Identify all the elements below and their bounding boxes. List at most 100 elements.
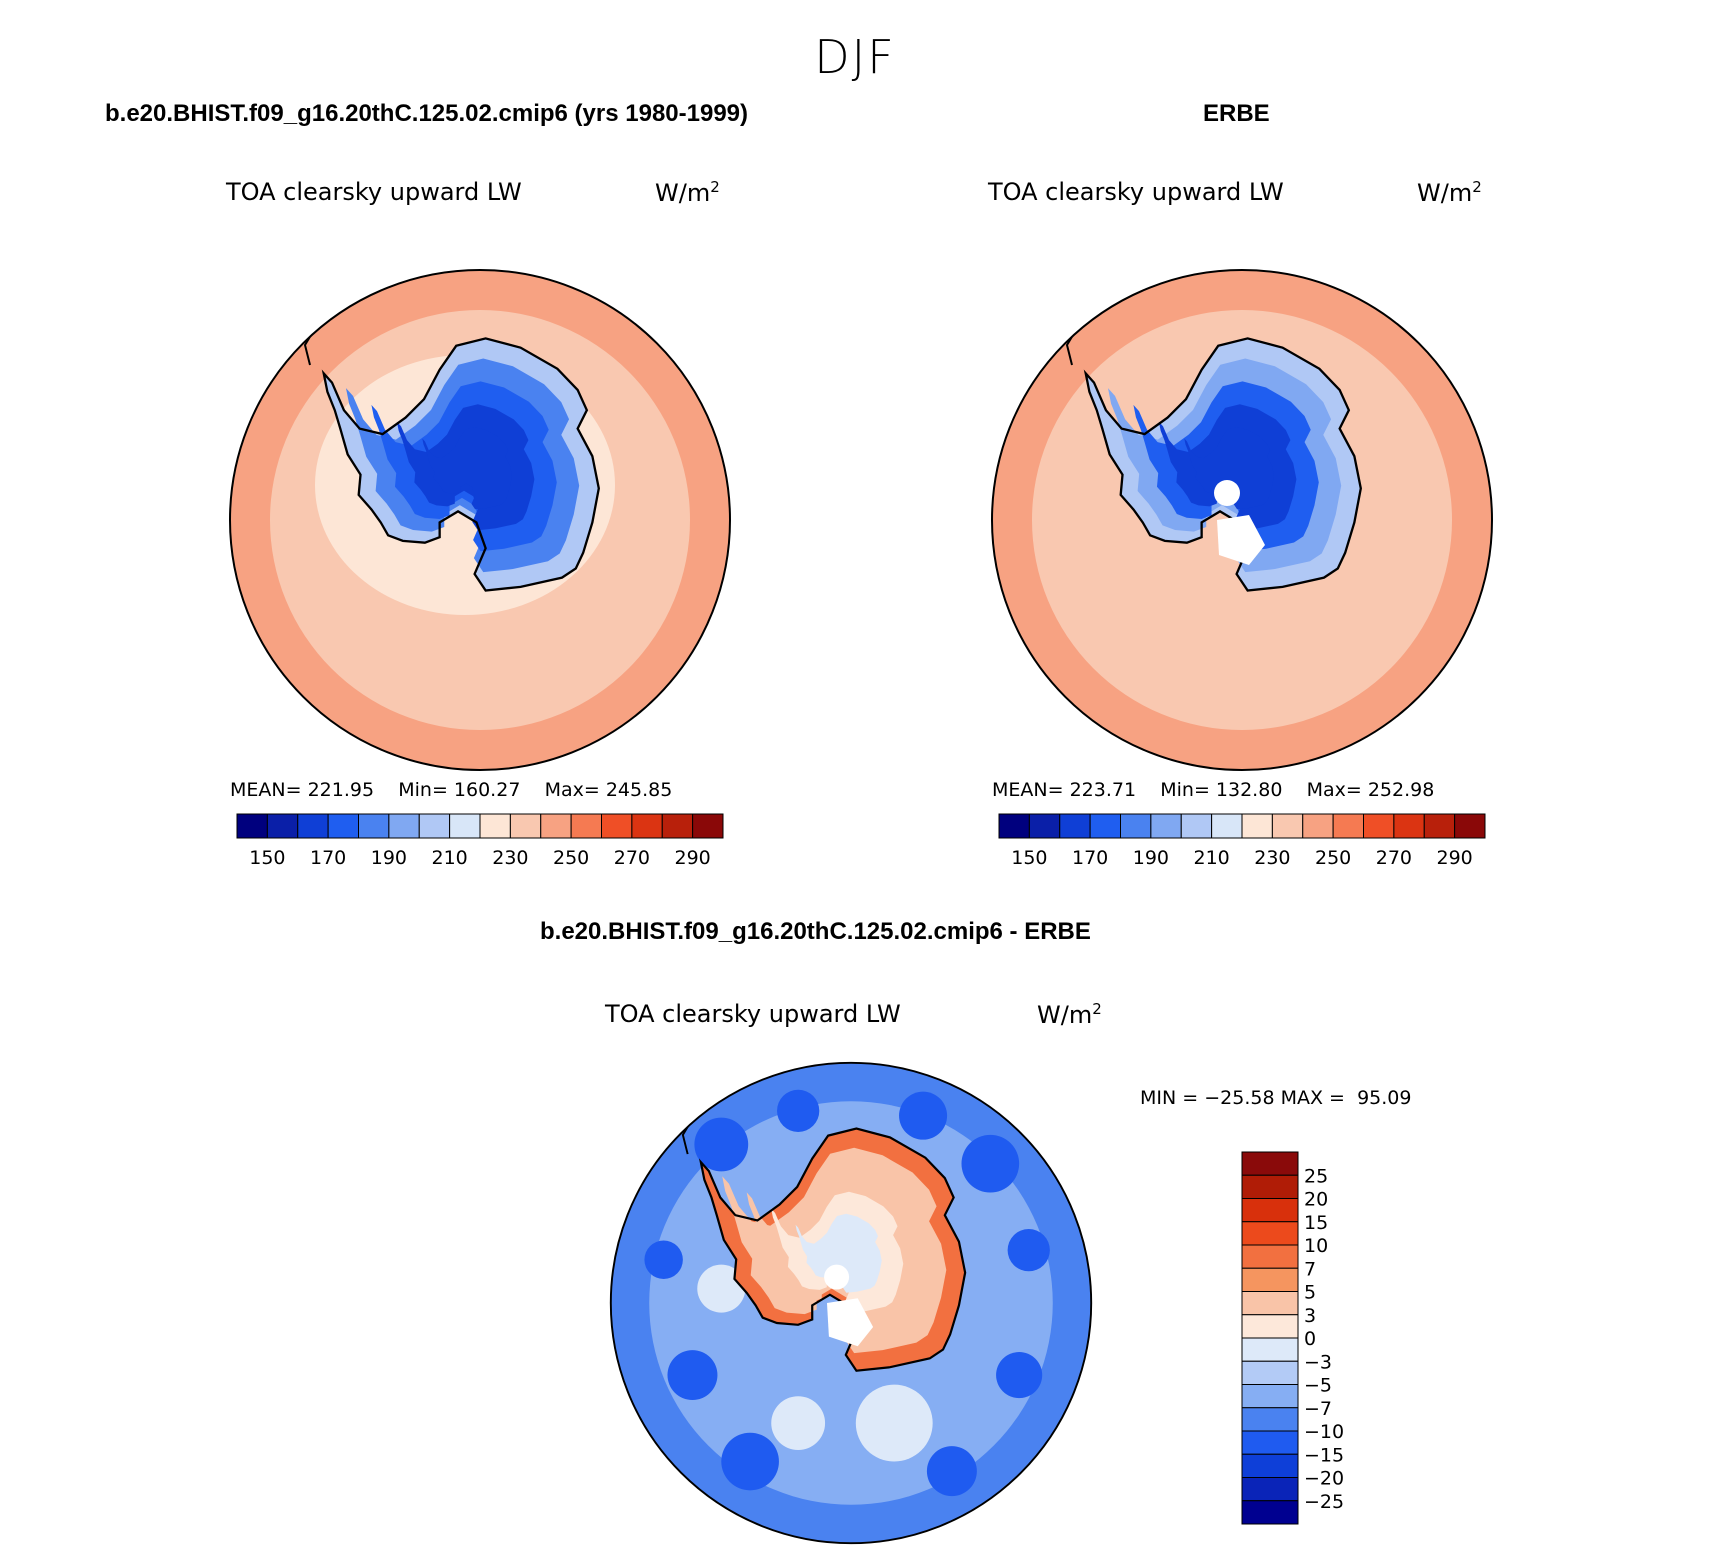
colorbar-swatch (1241, 1244, 1299, 1269)
colorbar-tick-label: −15 (1304, 1444, 1344, 1466)
panel-title-model: b.e20.BHIST.f09_g16.20thC.125.02.cmip6 (… (105, 100, 749, 127)
min-label: Min= (1160, 779, 1210, 801)
ocean-anomaly-patch (694, 1117, 749, 1172)
coastline (1083, 337, 1362, 592)
colorbar-tick-label: 290 (1436, 847, 1472, 869)
colorbar-tick-label: 190 (1133, 847, 1169, 869)
mean-value: 223.71 (1069, 779, 1137, 801)
colorbar-swatch (1180, 813, 1213, 839)
coastline (321, 337, 600, 592)
field-contour (795, 1213, 882, 1293)
colorbar-swatch (1241, 1430, 1299, 1455)
colorbar-swatch (388, 813, 420, 839)
colorbar-swatch (1150, 813, 1182, 839)
colorbar-tick-label: 170 (310, 847, 346, 869)
colorbar-tick-label: 7 (1304, 1258, 1316, 1280)
min-value: 160.27 (453, 779, 521, 801)
colorbar-swatch (631, 813, 663, 839)
colorbar-tick-label: −25 (1304, 1491, 1344, 1513)
colorbar-swatch (1271, 813, 1304, 839)
min-value: −25.58 (1204, 1087, 1275, 1109)
colorbar-tick-label: 20 (1304, 1189, 1328, 1211)
colorbar-swatch (509, 813, 542, 839)
mean-label: MEAN= (230, 779, 302, 801)
units-label-diff: W/m2 (1037, 1000, 1102, 1029)
ocean-anomaly-patch (961, 1134, 1020, 1193)
colorbar-swatch (540, 813, 572, 839)
colorbar-swatch (1241, 1384, 1299, 1409)
polar-map-obs (991, 269, 1493, 771)
colorbar-swatch (1332, 813, 1364, 839)
colorbar-tick-label: 270 (1376, 847, 1412, 869)
stats-obs: MEAN= 223.71 Min= 132.80 Max= 252.98 (992, 779, 1434, 801)
colorbar-tick-label: −5 (1304, 1375, 1332, 1397)
colorbar-obs: 150 170 190 210 230 250 270 290 (998, 813, 1486, 869)
map-border (609, 1061, 1093, 1545)
ocean-anomaly-patch (996, 1352, 1043, 1399)
ocean-anomaly-patch (1007, 1229, 1050, 1272)
min-label: Min= (398, 779, 448, 801)
colorbar-tick-label: 3 (1304, 1305, 1316, 1327)
pole-missing-data (1214, 480, 1240, 506)
colorbar-swatch (1423, 813, 1456, 839)
colorbar-swatch (1241, 1174, 1299, 1199)
colorbar-swatch (327, 813, 359, 839)
ocean-anomaly-patch (777, 1089, 820, 1132)
colorbar-tick-label: 270 (614, 847, 650, 869)
colorbar-swatch (1028, 813, 1061, 839)
colorbar-tick-label: 230 (1254, 847, 1290, 869)
colorbar-swatch (998, 813, 1030, 839)
ocean-anomaly-patch (855, 1384, 933, 1462)
colorbar-swatch (601, 813, 633, 839)
colorbar-swatch (570, 813, 602, 839)
colorbar-tick-label: 15 (1304, 1212, 1328, 1234)
colorbar-swatch (479, 813, 511, 839)
pole-missing-data (824, 1264, 850, 1290)
colorbar-swatch (1241, 1291, 1299, 1316)
colorbar-tick-label: 230 (492, 847, 528, 869)
ocean-anomaly-patch (697, 1264, 746, 1313)
ocean-anomaly-patch (721, 1432, 779, 1491)
field-contour (1184, 427, 1274, 510)
max-value: 252.98 (1367, 779, 1435, 801)
colorbar-swatch (449, 813, 481, 839)
ocean-anomaly-patch (926, 1446, 977, 1497)
coastline (698, 1127, 967, 1372)
colorbar-swatch (1302, 813, 1334, 839)
min-label: MIN = (1140, 1087, 1199, 1109)
map-border (229, 269, 731, 771)
max-label: Max= (1306, 779, 1362, 801)
max-value: 95.09 (1357, 1087, 1412, 1109)
max-label: MAX = (1280, 1087, 1345, 1109)
colorbar-tick-label: 10 (1304, 1235, 1328, 1257)
colorbar-tick-label: −3 (1304, 1351, 1332, 1373)
colorbar-swatch (297, 813, 329, 839)
colorbar-swatch (1241, 1453, 1299, 1478)
colorbar-tick-label: 0 (1304, 1328, 1316, 1350)
colorbar-tick-label: 150 (1011, 847, 1047, 869)
colorbar-tick-label: 190 (371, 847, 407, 869)
colorbar-swatch (418, 813, 451, 839)
colorbar-tick-label: 5 (1304, 1282, 1316, 1304)
ocean-anomaly-patch (899, 1091, 948, 1140)
units-label-model: W/m2 (655, 178, 720, 207)
units-label-obs: W/m2 (1417, 178, 1482, 207)
panel-title-diff: b.e20.BHIST.f09_g16.20thC.125.02.cmip6 -… (540, 918, 1091, 945)
colorbar-swatch (1241, 1267, 1299, 1292)
colorbar-swatch (1241, 1151, 1299, 1176)
colorbar-tick-label: 210 (1193, 847, 1229, 869)
field-contour (422, 427, 512, 510)
polar-map-model (229, 269, 731, 771)
ocean-anomaly-patch (771, 1396, 826, 1450)
ocean-anomaly-patch (667, 1350, 718, 1401)
colorbar-swatch (236, 813, 268, 839)
panel-title-obs: ERBE (1203, 100, 1270, 127)
variable-label-model: TOA clearsky upward LW (226, 178, 522, 206)
stats-diff: MIN = −25.58 MAX = 95.09 (1140, 1087, 1411, 1109)
stats-model: MEAN= 221.95 Min= 160.27 Max= 245.85 (230, 779, 672, 801)
missing-data-region (1217, 515, 1265, 565)
variable-label-obs: TOA clearsky upward LW (988, 178, 1284, 206)
colorbar-swatch (1454, 813, 1486, 839)
colorbar-swatch (1241, 1314, 1299, 1339)
